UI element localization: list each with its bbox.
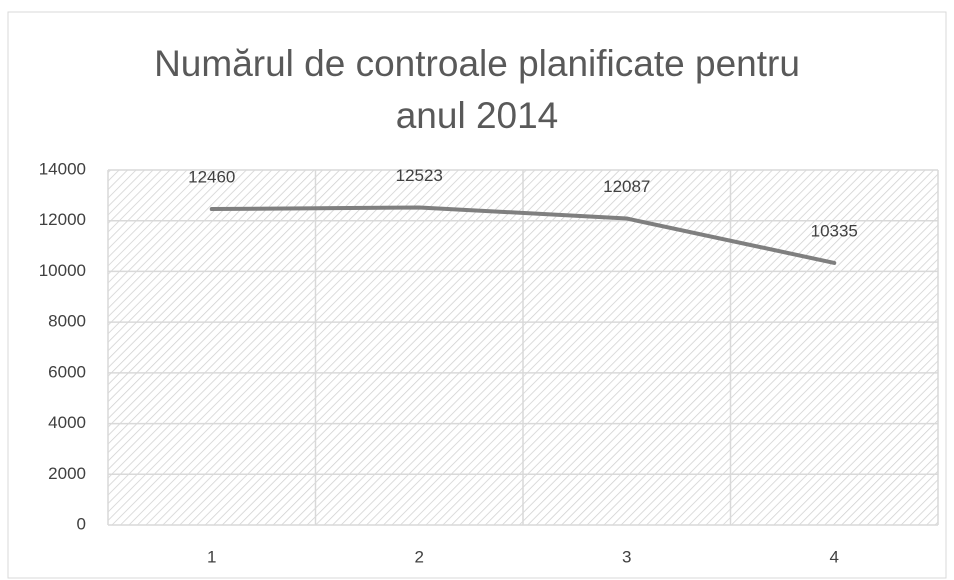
data-label: 10335	[811, 221, 858, 240]
y-tick-label: 12000	[39, 210, 86, 229]
x-tick-label: 2	[415, 547, 424, 566]
y-tick-label: 0	[77, 514, 86, 533]
y-tick-label: 4000	[48, 413, 86, 432]
line-series	[209, 205, 837, 265]
chart-title: Numărul de controale planificate pentru …	[154, 43, 800, 136]
x-tick-label: 3	[622, 547, 631, 566]
y-tick-label: 10000	[39, 261, 86, 280]
data-label: 12087	[603, 177, 650, 196]
y-tick-label: 14000	[39, 159, 86, 178]
y-tick-label: 2000	[48, 464, 86, 483]
data-label: 12523	[396, 166, 443, 185]
x-tick-label: 1	[207, 547, 216, 566]
y-tick-label: 8000	[48, 312, 86, 331]
y-tick-label: 6000	[48, 362, 86, 381]
x-tick-label: 4	[830, 547, 839, 566]
data-label: 12460	[188, 168, 235, 187]
chart-border	[7, 11, 947, 579]
